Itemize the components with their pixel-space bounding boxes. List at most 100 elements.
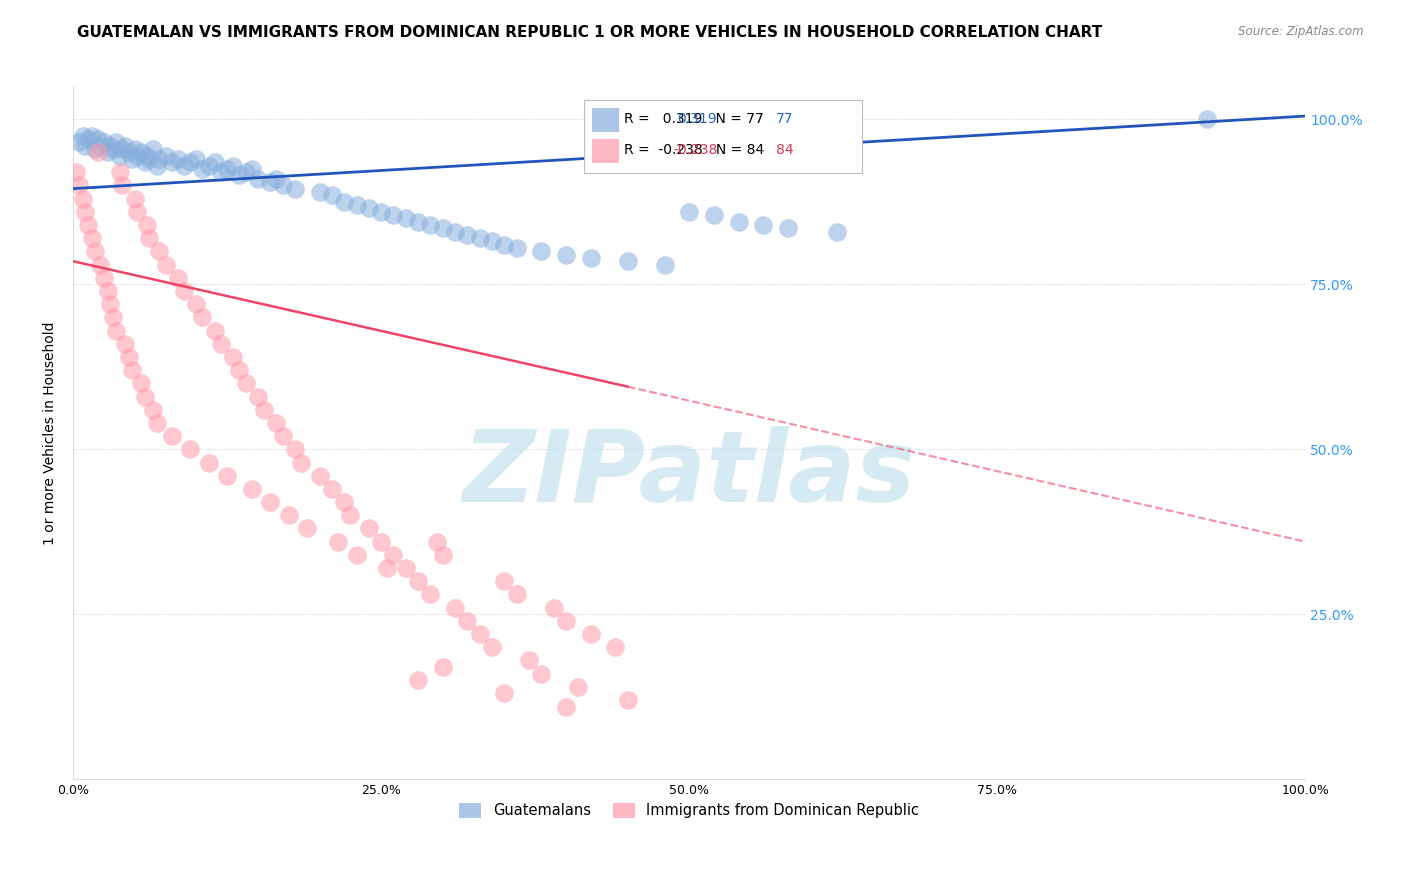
Point <box>727 214 749 228</box>
Point <box>129 145 152 160</box>
Point <box>357 202 380 216</box>
Text: 84: 84 <box>776 143 793 157</box>
Point <box>579 251 602 265</box>
Point <box>333 495 356 509</box>
Point <box>111 142 134 156</box>
Point <box>117 350 139 364</box>
Point <box>93 270 115 285</box>
Point <box>444 225 467 239</box>
Point <box>555 614 578 628</box>
Text: GUATEMALAN VS IMMIGRANTS FROM DOMINICAN REPUBLIC 1 OR MORE VEHICLES IN HOUSEHOLD: GUATEMALAN VS IMMIGRANTS FROM DOMINICAN … <box>77 25 1102 40</box>
Point <box>105 136 128 150</box>
Point <box>179 155 201 169</box>
Point <box>80 128 103 143</box>
Point <box>146 159 169 173</box>
Point <box>266 416 288 430</box>
Point <box>204 155 226 169</box>
Point <box>121 152 143 166</box>
Point <box>65 165 87 179</box>
Point <box>217 161 239 176</box>
Point <box>605 640 627 655</box>
Text: -0.238: -0.238 <box>673 143 717 157</box>
Point <box>406 574 429 589</box>
Point <box>481 640 503 655</box>
Point <box>138 231 160 245</box>
Point <box>530 244 553 259</box>
Point <box>654 258 676 272</box>
Point <box>101 142 124 156</box>
Point <box>67 178 90 193</box>
Point <box>222 159 245 173</box>
Point <box>419 587 441 601</box>
Point <box>127 148 149 162</box>
Point <box>468 627 491 641</box>
Point <box>105 324 128 338</box>
Point <box>616 254 638 268</box>
Point <box>173 159 195 173</box>
Point <box>186 297 208 311</box>
Point <box>678 204 700 219</box>
Point <box>616 693 638 707</box>
Point <box>84 142 107 156</box>
Point <box>186 152 208 166</box>
Point <box>506 241 529 255</box>
Point <box>148 152 170 166</box>
Point <box>124 192 146 206</box>
Text: R =   0.319   N = 77: R = 0.319 N = 77 <box>624 112 763 126</box>
Point <box>432 660 454 674</box>
Point <box>481 235 503 249</box>
Point <box>148 244 170 259</box>
Point <box>222 350 245 364</box>
Point <box>567 680 589 694</box>
Point <box>284 442 307 457</box>
Point <box>419 218 441 232</box>
Point <box>357 521 380 535</box>
Point <box>155 148 177 162</box>
Point <box>321 188 343 202</box>
Point <box>825 225 848 239</box>
Point <box>579 627 602 641</box>
Point <box>114 138 136 153</box>
Point <box>134 155 156 169</box>
Point <box>217 468 239 483</box>
Point <box>173 284 195 298</box>
Point <box>266 171 288 186</box>
Point <box>395 561 418 575</box>
Point <box>259 495 281 509</box>
Point <box>517 653 540 667</box>
Point <box>776 221 799 235</box>
Point <box>543 600 565 615</box>
Point <box>456 614 478 628</box>
Point <box>530 666 553 681</box>
Point <box>87 132 110 146</box>
Point <box>77 132 100 146</box>
Point <box>114 336 136 351</box>
Point <box>97 284 120 298</box>
Point <box>209 336 232 351</box>
Point <box>191 161 214 176</box>
Point <box>108 148 131 162</box>
Point <box>72 128 94 143</box>
Point <box>136 218 159 232</box>
Point <box>494 574 516 589</box>
Point <box>191 310 214 325</box>
Point <box>124 142 146 156</box>
Point <box>1195 112 1218 127</box>
Point <box>72 192 94 206</box>
Point <box>284 181 307 195</box>
Point <box>235 165 257 179</box>
Point <box>111 178 134 193</box>
Point <box>98 297 121 311</box>
Point <box>494 686 516 700</box>
Point <box>136 148 159 162</box>
Point <box>209 165 232 179</box>
Point <box>426 534 449 549</box>
Point <box>246 390 269 404</box>
Point <box>67 136 90 150</box>
Point <box>382 548 405 562</box>
Point <box>160 155 183 169</box>
Point <box>240 482 263 496</box>
Point <box>75 204 97 219</box>
Text: R =  -0.238   N = 84: R = -0.238 N = 84 <box>624 143 765 157</box>
Point <box>146 416 169 430</box>
